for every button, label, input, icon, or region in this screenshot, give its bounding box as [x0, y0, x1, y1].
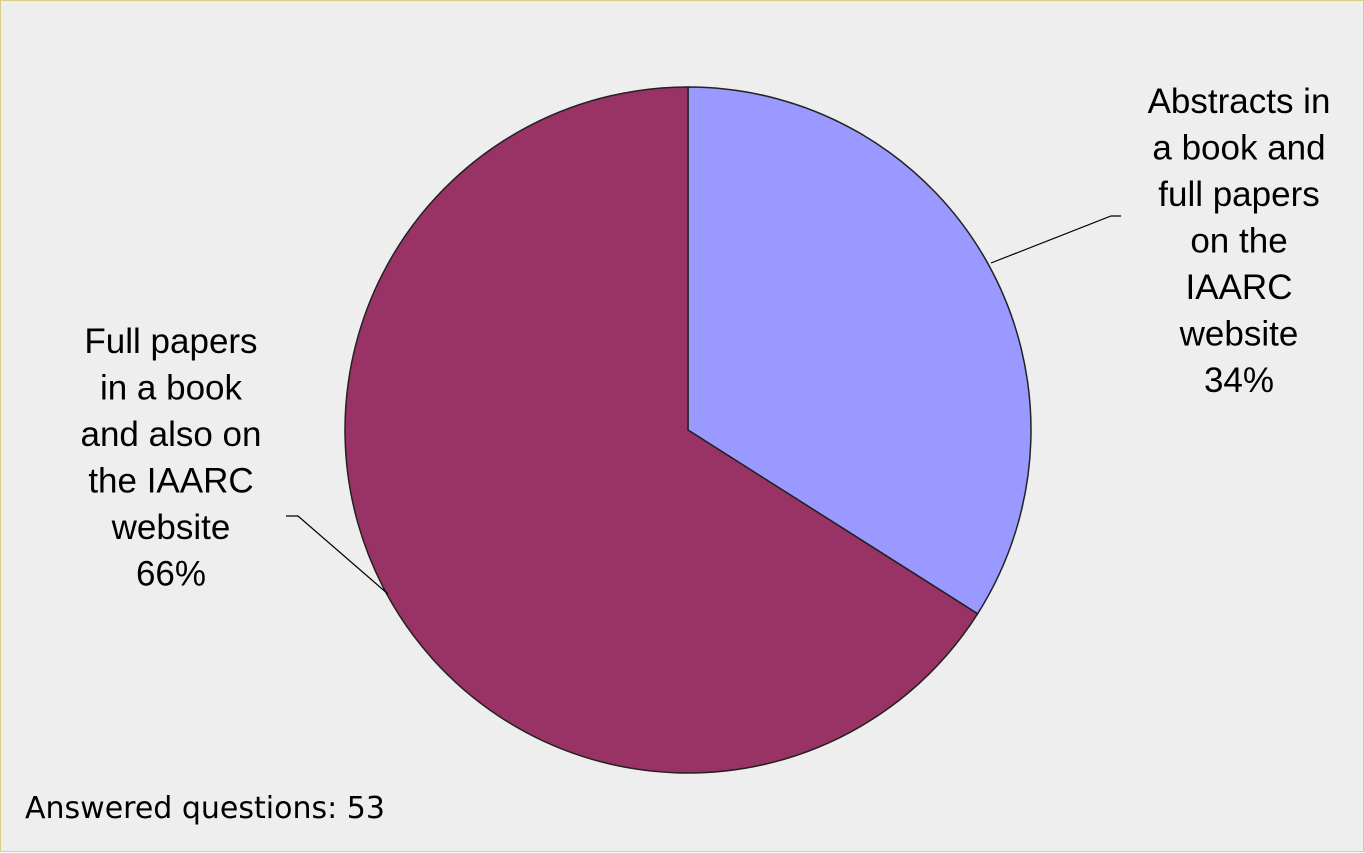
slice-label-line: Full papers [84, 322, 257, 361]
slice-label-line: and also on [81, 415, 262, 454]
slice-label-line: Abstracts in [1148, 82, 1331, 121]
slice-label-line: IAARC [1186, 268, 1293, 307]
slice-label-line: 66% [136, 555, 206, 594]
answered-questions-note: Answered questions: 53 [25, 791, 385, 826]
leader-line-1 [990, 215, 1121, 264]
slice-label-line: a book and [1152, 129, 1325, 168]
slice-label-line: on the [1190, 222, 1287, 261]
slice-label-2: Full papers in a book and also on the IAARC… [81, 322, 262, 594]
pie-slice-2 [344, 86, 979, 774]
slice-label-line: website [1179, 315, 1299, 354]
slice-label-line: website [111, 508, 231, 547]
slice-label-line: in a book [100, 369, 243, 408]
slice-label-1: Abstracts in a book and full papers on the I… [1148, 82, 1331, 400]
slice-label-line: full papers [1158, 175, 1319, 214]
pie-slice-1 [687, 86, 1032, 615]
slice-label-line: the IAARC [88, 462, 253, 501]
slice-label-line: 34% [1204, 361, 1274, 400]
leader-line-2 [286, 515, 389, 595]
